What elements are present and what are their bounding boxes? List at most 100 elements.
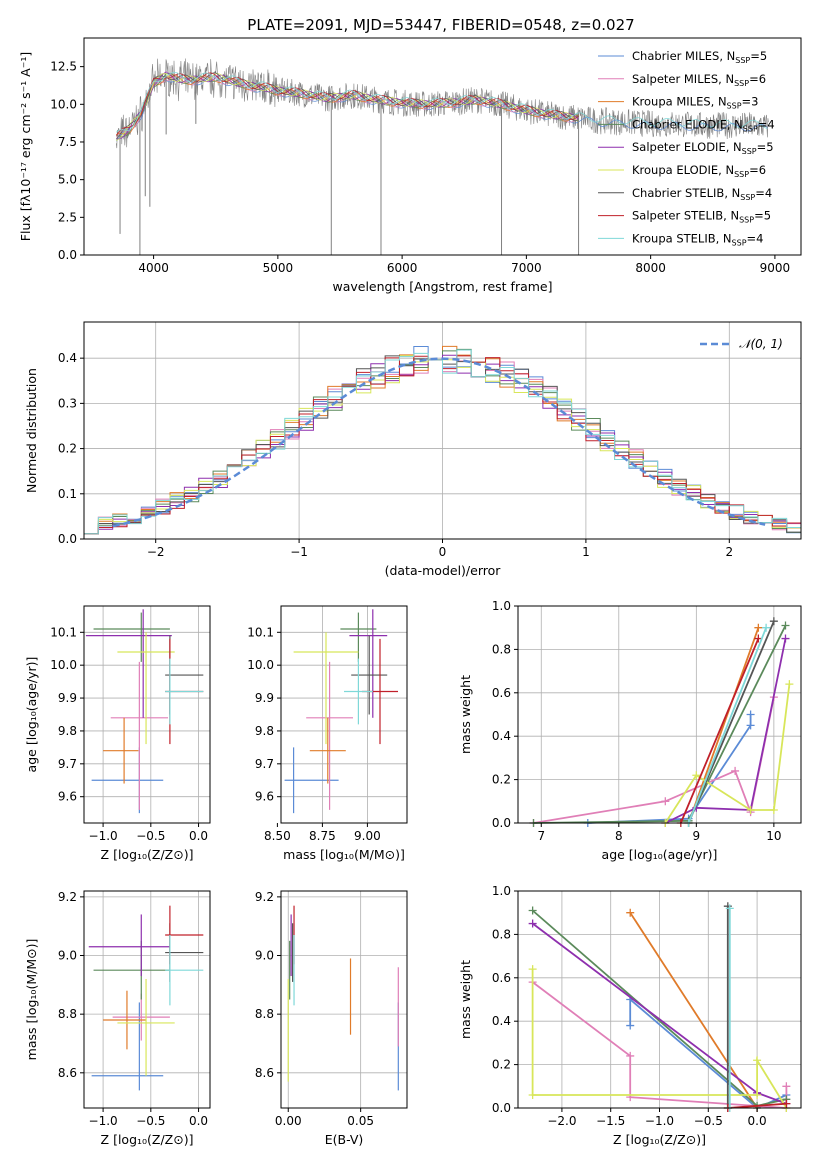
x-axis-label: wavelength [Angstrom, rest frame] [332, 279, 552, 294]
weight-marker [725, 904, 734, 913]
legend-model-name: Chabrier STELIB, N [632, 186, 740, 200]
x-tick-label: −0.5 [694, 1114, 723, 1128]
legend-label: Chabrier MILES, NSSP=5 [632, 49, 767, 65]
weight-marker [528, 1090, 537, 1099]
y-tick-label: 9.0 [58, 949, 77, 963]
x-tick-label: −1.0 [645, 1114, 674, 1128]
y-tick-label: 0.6 [492, 971, 511, 985]
legend-label: Salpeter ELODIE, NSSP=5 [632, 140, 774, 156]
x-tick-label: 8.50 [264, 829, 291, 843]
axes-frame [83, 605, 211, 824]
y-tick-label: 9.0 [255, 949, 274, 963]
y-tick-label: 0.0 [492, 1101, 511, 1115]
weight-marker [746, 805, 755, 814]
axes-frame [83, 37, 802, 256]
y-tick-label: 8.8 [58, 1007, 77, 1021]
y-tick-label: 10.1 [50, 625, 77, 639]
y-tick-label: 9.2 [255, 890, 274, 904]
legend-model-name: Kroupa STELIB, N [632, 231, 732, 245]
legend-nssp: =4 [758, 117, 775, 131]
x-tick-label: 8000 [635, 261, 666, 275]
model-spectrum-1 [115, 75, 579, 138]
axes-frame [280, 890, 408, 1109]
x-axis-label: age [log₁₀(age/yr)] [602, 847, 718, 862]
x-axis-label: (data-model)/error [385, 563, 502, 578]
x-axis-label: E(B-V) [325, 1132, 364, 1147]
y-tick-label: 9.7 [255, 757, 274, 771]
y-tick-label: 0.4 [492, 729, 511, 743]
y-tick-label: 9.6 [255, 790, 274, 804]
y-tick-label: 10.0 [50, 97, 77, 111]
weight-marker [528, 906, 537, 915]
legend-subscript: SSP [739, 216, 754, 225]
y-tick-label: 5.0 [58, 173, 77, 187]
model-spectrum-7 [115, 72, 579, 136]
x-tick-label: −0.5 [136, 829, 165, 843]
y-tick-label: 0.0 [58, 248, 77, 262]
x-tick-label: −1.0 [89, 829, 118, 843]
x-tick-label: 0 [439, 545, 447, 559]
y-tick-label: 0.8 [492, 927, 511, 941]
x-tick-label: 8 [615, 829, 623, 843]
y-tick-label: 10.0 [247, 658, 274, 672]
legend-label: Chabrier STELIB, NSSP=4 [632, 186, 772, 202]
legend-nssp: =6 [749, 72, 766, 86]
x-tick-label: 9.00 [354, 829, 381, 843]
weight-series-0 [587, 714, 752, 824]
legend-model-name: Chabrier ELODIE, N [632, 117, 743, 131]
weight-marker [731, 766, 740, 775]
legend-subscript: SSP [732, 238, 747, 247]
weight-marker [781, 634, 790, 643]
y-tick-label: 10.1 [247, 625, 274, 639]
x-tick-label: −1.5 [596, 1114, 625, 1128]
x-tick-label: 2 [725, 545, 733, 559]
axes-frame [280, 605, 408, 824]
legend-subscript: SSP [735, 56, 750, 65]
y-tick-label: 9.9 [255, 691, 274, 705]
x-tick-label: 0.0 [189, 829, 208, 843]
y-tick-label: 9.6 [58, 790, 77, 804]
y-tick-label: 0.4 [492, 1014, 511, 1028]
weight-marker [661, 797, 670, 806]
x-tick-label: −2 [147, 545, 165, 559]
y-tick-label: 9.2 [58, 890, 77, 904]
y-axis-label: age [log₁₀(age/yr)] [24, 657, 39, 773]
x-tick-label: 0.0 [189, 1114, 208, 1128]
weight-marker [626, 1021, 635, 1030]
weight-marker [782, 1099, 791, 1108]
legend-nssp: =5 [757, 140, 774, 154]
y-tick-label: 8.6 [58, 1066, 77, 1080]
y-tick-label: 9.9 [58, 691, 77, 705]
weight-marker [781, 621, 790, 630]
x-axis-label: Z [log₁₀(Z/Z⊙)] [613, 1132, 706, 1147]
normal-reference-curve [112, 357, 766, 528]
legend-subscript: SSP [734, 170, 749, 179]
observed-spectrum [116, 58, 769, 149]
x-tick-label: 4000 [138, 261, 169, 275]
x-tick-label: 0.00 [275, 1114, 302, 1128]
weight-series-0 [629, 997, 787, 1110]
weight-marker [754, 623, 763, 632]
y-tick-label: 0.0 [492, 816, 511, 830]
weight-series-7 [727, 1102, 787, 1109]
legend-nssp: =4 [747, 231, 764, 245]
weight-marker [626, 908, 635, 917]
y-tick-label: 9.7 [58, 757, 77, 771]
legend-nssp: =3 [742, 95, 759, 109]
y-tick-label: 0.1 [58, 487, 77, 501]
x-tick-label: −1 [290, 545, 308, 559]
x-tick-label: 7 [537, 829, 545, 843]
weight-marker [746, 710, 755, 719]
legend-label: Chabrier ELODIE, NSSP=4 [632, 117, 775, 133]
weight-marker [626, 1051, 635, 1060]
weight-series-2 [629, 912, 758, 1109]
legend-label: Kroupa STELIB, NSSP=4 [632, 231, 763, 247]
y-tick-label: 0.3 [58, 396, 77, 410]
legend-subscript: SSP [727, 102, 742, 111]
weight-marker [785, 680, 794, 689]
legend-subscript: SSP [734, 79, 749, 88]
legend-label: 𝒩(0, 1) [739, 337, 783, 351]
x-tick-label: 1 [582, 545, 590, 559]
legend-model-name: Kroupa ELODIE, N [632, 163, 734, 177]
x-tick-label: 9000 [760, 261, 791, 275]
